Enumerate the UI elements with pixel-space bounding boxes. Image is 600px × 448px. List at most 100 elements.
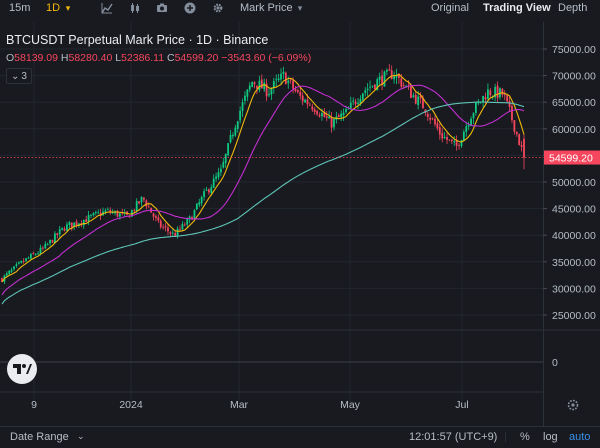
view-original-tab[interactable]: Original — [431, 2, 469, 14]
candle-type-icon[interactable] — [128, 1, 142, 15]
candle-body — [58, 229, 61, 235]
candle-body — [99, 212, 102, 216]
price-tick-label: 40000.00 — [552, 230, 596, 242]
candle-body — [118, 213, 121, 217]
candle-body — [82, 219, 85, 226]
candle-body — [474, 102, 477, 114]
percent-scale-toggle[interactable]: % — [520, 431, 530, 443]
camera-icon[interactable] — [155, 1, 169, 15]
chart-legend-title: BTCUSDT Perpetual Mark Price · 1D · Bina… — [6, 33, 269, 47]
candle-body — [328, 116, 331, 119]
candle-body — [467, 124, 470, 127]
candle-body — [116, 210, 119, 217]
candle-body — [371, 85, 374, 87]
candle-body — [369, 86, 371, 88]
mark-price-dropdown[interactable]: Mark Price — [240, 2, 293, 14]
change-value: −3543.60 (−6.09%) — [221, 52, 312, 64]
clock-readout[interactable]: 12:01:57 (UTC+9) — [409, 431, 498, 443]
settings-gear-icon[interactable] — [211, 1, 225, 15]
candle-body — [503, 94, 506, 96]
candle-body — [193, 209, 196, 219]
candle-body — [378, 76, 381, 80]
candle-body — [489, 90, 492, 96]
tradingview-logo-icon[interactable] — [7, 354, 37, 384]
candle-body — [412, 95, 415, 98]
candle-body — [49, 239, 52, 244]
candle-body — [342, 112, 345, 116]
chevron-down-icon[interactable]: ▾ — [65, 2, 71, 13]
candle-body — [222, 162, 225, 168]
legend-collapse-button[interactable]: ⌄ 3 — [6, 68, 32, 84]
candle-body — [434, 118, 436, 125]
low-label: L — [115, 52, 122, 64]
auto-scale-toggle[interactable]: auto — [569, 431, 591, 443]
candle-body — [316, 111, 319, 115]
close-label: C — [166, 52, 175, 64]
price-tick-label: 35000.00 — [552, 257, 596, 269]
candle-body — [147, 206, 150, 208]
candle-body — [511, 106, 513, 121]
date-range-chevron-icon[interactable]: ⌄ — [77, 431, 85, 441]
top-toolbar: 15m 1D ▾ Mark Price ▾ Original Trading V… — [0, 0, 600, 16]
candle-body — [260, 79, 263, 89]
candle-body — [337, 115, 340, 118]
candle-body — [179, 228, 181, 230]
time-tick-label: May — [340, 399, 361, 411]
axis-settings-gear-icon[interactable] — [567, 399, 579, 411]
candle-body — [431, 118, 434, 120]
candle-body — [381, 75, 383, 86]
log-scale-toggle[interactable]: log — [543, 431, 558, 443]
interval-1d-button[interactable]: 1D — [46, 2, 61, 14]
candle-body — [152, 213, 155, 217]
candle-body — [174, 233, 177, 237]
gear-ring — [567, 399, 579, 411]
close-value: 54599.20 — [174, 52, 219, 64]
candle-body — [301, 95, 304, 102]
mark-price-chevron-icon[interactable]: ▾ — [297, 2, 303, 13]
candle-body — [436, 123, 439, 129]
candle-body — [207, 189, 210, 193]
candle-body — [453, 141, 456, 143]
chevron-down-icon: ⌄ — [11, 70, 20, 82]
candle-body — [402, 85, 405, 86]
date-range-button[interactable]: Date Range — [10, 431, 69, 443]
candle-body — [414, 94, 417, 104]
chart-area[interactable]: 75000.0070000.0065000.0060000.0055000.00… — [0, 22, 600, 426]
high-value: 58280.40 — [68, 52, 113, 64]
add-indicator-icon[interactable] — [183, 1, 197, 15]
view-tradingview-tab[interactable]: Trading View — [483, 2, 551, 14]
candle-body — [54, 233, 56, 244]
price-tick-label: 60000.00 — [552, 124, 596, 136]
candle-body — [364, 90, 367, 93]
candle-body — [309, 104, 311, 106]
candle-body — [75, 221, 78, 226]
interval-15m-button[interactable]: 15m — [9, 2, 31, 14]
high-label: H — [60, 52, 69, 64]
candle-body — [97, 212, 100, 214]
candle-body — [251, 81, 254, 87]
candle-body — [330, 116, 333, 128]
candle-body — [284, 72, 287, 85]
candle-body — [345, 109, 347, 113]
candle-body — [318, 115, 321, 117]
price-chart[interactable]: 75000.0070000.0065000.0060000.0055000.00… — [0, 22, 600, 426]
view-depth-tab[interactable]: Depth — [558, 2, 588, 14]
candles-group — [1, 64, 525, 285]
candle-body — [458, 145, 460, 146]
candle-body — [155, 216, 157, 218]
candle-body — [472, 113, 475, 119]
indicator-icon[interactable] — [100, 1, 114, 15]
candle-body — [183, 224, 186, 226]
ma-mid-line — [1, 84, 525, 296]
candle-body — [181, 223, 184, 230]
price-tick-label: 65000.00 — [552, 97, 596, 109]
gear-center — [571, 403, 575, 407]
candle-body — [263, 82, 266, 90]
time-tick-label: Jul — [455, 399, 468, 411]
candle-body — [520, 145, 523, 147]
candle-body — [357, 102, 359, 104]
candle-body — [400, 78, 403, 87]
candle-body — [268, 93, 270, 96]
candle-body — [299, 91, 302, 96]
candle-body — [515, 131, 518, 135]
